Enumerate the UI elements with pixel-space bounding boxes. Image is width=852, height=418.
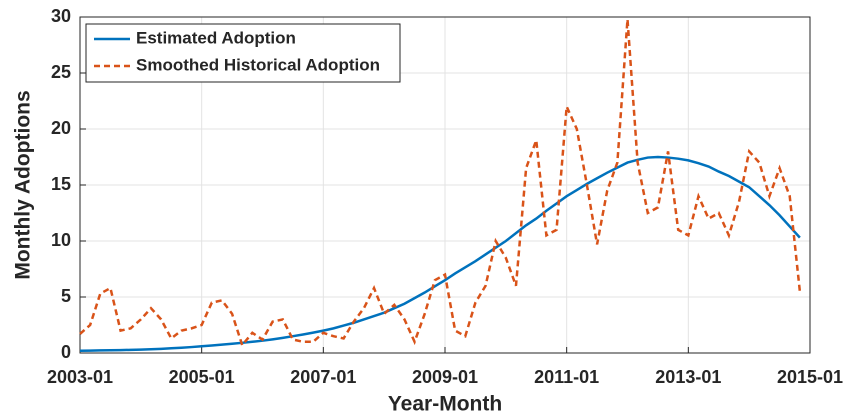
y-tick-label: 0: [61, 342, 71, 362]
x-axis-label: Year-Month: [388, 393, 502, 416]
x-tick-label: 2013-01: [655, 367, 721, 387]
x-tick-label: 2005-01: [169, 367, 235, 387]
legend-label: Estimated Adoption: [136, 28, 296, 47]
legend-label: Smoothed Historical Adoption: [136, 55, 380, 74]
y-tick-label: 25: [51, 62, 71, 82]
y-tick-label: 20: [51, 118, 71, 138]
y-tick-label: 15: [51, 174, 71, 194]
x-tick-label: 2009-01: [412, 367, 478, 387]
y-tick-label: 5: [61, 286, 71, 306]
y-tick-label: 30: [51, 6, 71, 26]
y-tick-label: 10: [51, 230, 71, 250]
axes-box: [79, 16, 811, 354]
y-axis-label: Monthly Adoptions: [12, 90, 35, 279]
x-tick-label: 2011-01: [534, 367, 599, 387]
legend-box: [85, 23, 401, 83]
series-line: [79, 19, 802, 348]
x-tick-label: 2003-01: [47, 367, 113, 387]
x-tick-label: 2007-01: [290, 367, 356, 387]
series-line: [79, 155, 801, 353]
x-tick-label: 2015-01: [777, 367, 843, 387]
